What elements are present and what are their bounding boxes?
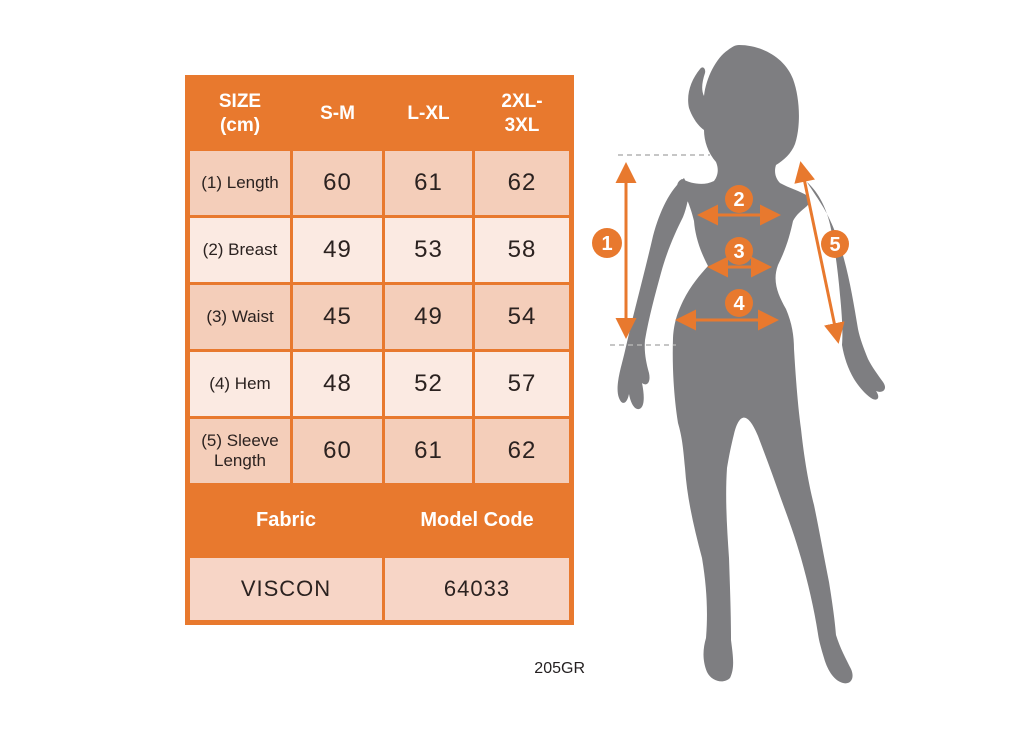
- cell-value: 60: [290, 148, 385, 218]
- header-2xl-3xl: 2XL- 3XL: [472, 76, 573, 151]
- cell-value: 54: [472, 282, 573, 352]
- table-row-breast: (2) Breast 49 53 58: [186, 215, 573, 285]
- weight-footnote: 205GR: [534, 660, 585, 677]
- cell-value: 45: [290, 282, 385, 352]
- size-table: SIZE (cm) S-M L-XL 2XL- 3XL (1) Length 6…: [185, 75, 574, 625]
- size-table-container: SIZE (cm) S-M L-XL 2XL- 3XL (1) Length 6…: [185, 75, 574, 625]
- row-label: (2) Breast: [186, 215, 293, 285]
- cell-value: 57: [472, 349, 573, 419]
- cell-value: 53: [382, 215, 475, 285]
- header-fabric: Fabric: [186, 483, 385, 558]
- cell-value: 62: [472, 416, 573, 486]
- table-row-waist: (3) Waist 45 49 54: [186, 282, 573, 352]
- dashed-guide-lines: [610, 154, 710, 346]
- row-label: (5) Sleeve Length: [186, 416, 293, 486]
- row-label: (4) Hem: [186, 349, 293, 419]
- table-row-hem: (4) Hem 48 52 57: [186, 349, 573, 419]
- header-size-cm: SIZE (cm): [186, 76, 293, 151]
- header-s-m: S-M: [290, 76, 385, 151]
- cell-value: 49: [290, 215, 385, 285]
- female-body-silhouette: [617, 45, 886, 684]
- sleeve-arrow: [794, 161, 845, 344]
- measurement-diagram: 1 2 3 4 5: [592, 45, 886, 684]
- svg-text:3: 3: [733, 241, 744, 263]
- table-row-sleeve-length: (5) Sleeve Length 60 61 62: [186, 416, 573, 486]
- cell-value: 52: [382, 349, 475, 419]
- svg-text:2: 2: [733, 189, 744, 211]
- model-code-value: 64033: [382, 555, 573, 624]
- cell-value: 49: [382, 282, 475, 352]
- svg-text:1: 1: [601, 233, 612, 255]
- cell-value: 58: [472, 215, 573, 285]
- cell-value: 62: [472, 148, 573, 218]
- marker-1-badge: 1: [592, 228, 622, 258]
- cell-value: 61: [382, 148, 475, 218]
- marker-4-badge: 4: [725, 289, 753, 317]
- info-header-row: Fabric Model Code: [186, 483, 573, 558]
- marker-5-badge: 5: [821, 230, 849, 258]
- size-table-header-row: SIZE (cm) S-M L-XL 2XL- 3XL: [186, 76, 573, 151]
- header-l-xl: L-XL: [382, 76, 475, 151]
- table-row-length: (1) Length 60 61 62: [186, 148, 573, 218]
- cell-value: 61: [382, 416, 475, 486]
- info-values-row: VISCON 64033: [186, 555, 573, 624]
- fabric-value: VISCON: [186, 555, 385, 624]
- row-label: (1) Length: [186, 148, 293, 218]
- cell-value: 60: [290, 416, 385, 486]
- row-label: (3) Waist: [186, 282, 293, 352]
- svg-text:5: 5: [829, 234, 840, 256]
- marker-3-badge: 3: [725, 237, 753, 265]
- marker-2-badge: 2: [725, 185, 753, 213]
- cell-value: 48: [290, 349, 385, 419]
- svg-text:4: 4: [733, 293, 745, 315]
- header-model-code: Model Code: [382, 483, 573, 558]
